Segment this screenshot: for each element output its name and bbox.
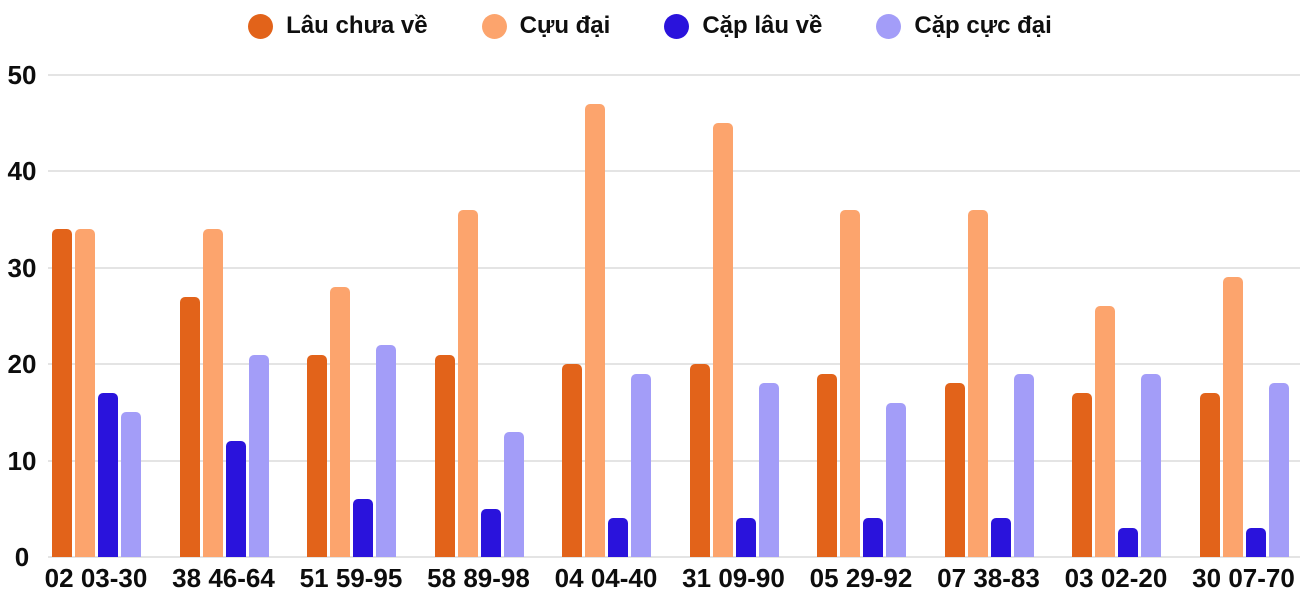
bar-02-03-30-series-3[interactable] xyxy=(98,393,118,557)
x-axis-tick-label: 03 02-20 xyxy=(1064,563,1168,593)
legend-color-dot-icon xyxy=(664,13,690,39)
bar-07-38-83-series-1[interactable] xyxy=(944,383,965,557)
grid-line-20 xyxy=(48,363,1300,366)
bar-58-89-98-series-1[interactable] xyxy=(434,354,455,557)
bar-07-38-83-series-2[interactable] xyxy=(967,209,988,557)
x-axis-tick-label: 31 09-90 xyxy=(682,563,785,593)
bar-30-07-70-series-3[interactable] xyxy=(1245,528,1266,557)
bar-05-29-92-series-2[interactable] xyxy=(840,209,860,557)
bar-30-07-70-series-2[interactable] xyxy=(1222,277,1243,557)
bar-07-38-83-series-4[interactable] xyxy=(1013,373,1034,557)
x-axis-tick-label: 58 89-98 xyxy=(427,563,530,593)
bar-51-59-95-series-4[interactable] xyxy=(376,344,396,557)
bar-51-59-95-series-2[interactable] xyxy=(330,287,350,557)
bar-03-02-20-series-2[interactable] xyxy=(1095,306,1115,557)
bar-58-89-98-series-4[interactable] xyxy=(503,431,524,557)
x-axis-tick-label: 51 59-95 xyxy=(299,563,403,593)
bar-05-29-92-series-4[interactable] xyxy=(886,402,906,557)
y-axis-tick-label: 0 xyxy=(14,542,30,572)
bar-04-04-40-series-3[interactable] xyxy=(608,518,628,557)
legend-color-dot-icon xyxy=(876,13,902,39)
y-axis-tick-label: 10 xyxy=(7,445,37,476)
bar-04-04-40-series-4[interactable] xyxy=(631,373,651,557)
legend-label: Cặp lâu về xyxy=(702,12,823,39)
legend-label: Cựu đại xyxy=(519,12,611,39)
chart-legend: Lâu chưa về Cựu đại Cặp lâu về Cặp cực đại xyxy=(0,8,1300,44)
bar-58-89-98-series-2[interactable] xyxy=(457,209,478,557)
bar-30-07-70-series-4[interactable] xyxy=(1268,383,1289,557)
bar-38-46-64-series-4[interactable] xyxy=(248,354,269,557)
x-axis-tick-label: 04 04-40 xyxy=(554,563,658,593)
grid-line-50 xyxy=(48,74,1300,76)
x-axis-tick-label: 30 07-70 xyxy=(1192,563,1295,593)
grid-line-10 xyxy=(48,459,1300,462)
bar-31-09-90-series-4[interactable] xyxy=(758,383,779,557)
bar-07-38-83-series-3[interactable] xyxy=(990,518,1011,557)
bar-03-02-20-series-4[interactable] xyxy=(1141,373,1161,557)
legend-item-series-1: Lâu chưa về xyxy=(248,12,428,39)
y-axis-tick-label: 20 xyxy=(7,349,37,380)
grid-line-0 xyxy=(48,556,1300,558)
legend-color-dot-icon xyxy=(248,13,274,39)
bar-03-02-20-series-3[interactable] xyxy=(1118,528,1138,557)
x-axis-tick-label: 02 03-30 xyxy=(44,563,148,593)
bar-05-29-92-series-1[interactable] xyxy=(817,373,837,557)
x-axis-tick-label: 07 38-83 xyxy=(937,563,1040,593)
legend-color-dot-icon xyxy=(481,13,507,39)
x-axis-tick-label: 05 29-92 xyxy=(809,563,913,593)
bar-51-59-95-series-1[interactable] xyxy=(307,354,327,557)
bar-51-59-95-series-3[interactable] xyxy=(353,499,373,557)
x-axis-tick-label: 38 46-64 xyxy=(172,563,275,593)
legend-label: Cặp cực đại xyxy=(914,12,1052,39)
bar-02-03-30-series-4[interactable] xyxy=(121,412,141,557)
bar-38-46-64-series-2[interactable] xyxy=(202,229,223,557)
bar-38-46-64-series-3[interactable] xyxy=(225,441,246,557)
bar-03-02-20-series-1[interactable] xyxy=(1072,393,1092,557)
bar-31-09-90-series-2[interactable] xyxy=(712,123,733,557)
bar-38-46-64-series-1[interactable] xyxy=(179,296,200,557)
bar-31-09-90-series-1[interactable] xyxy=(689,364,710,557)
bar-02-03-30-series-1[interactable] xyxy=(52,229,72,557)
bar-05-29-92-series-3[interactable] xyxy=(863,518,883,557)
legend-item-series-3: Cặp lâu về xyxy=(664,12,823,39)
legend-label: Lâu chưa về xyxy=(286,12,428,39)
bar-04-04-40-series-2[interactable] xyxy=(585,103,605,557)
bar-58-89-98-series-3[interactable] xyxy=(480,508,501,557)
bar-02-03-30-series-2[interactable] xyxy=(75,229,95,557)
grid-line-40 xyxy=(48,170,1300,173)
legend-item-series-4: Cặp cực đại xyxy=(876,12,1052,39)
bar-31-09-90-series-3[interactable] xyxy=(735,518,756,557)
grid-line-30 xyxy=(48,266,1300,269)
y-axis-tick-label: 30 xyxy=(7,252,37,283)
legend-item-series-2: Cựu đại xyxy=(481,12,611,39)
y-axis-tick-label: 50 xyxy=(7,60,37,90)
bar-30-07-70-series-1[interactable] xyxy=(1199,393,1220,557)
bar-04-04-40-series-1[interactable] xyxy=(562,364,582,557)
y-axis-tick-label: 40 xyxy=(7,156,37,187)
